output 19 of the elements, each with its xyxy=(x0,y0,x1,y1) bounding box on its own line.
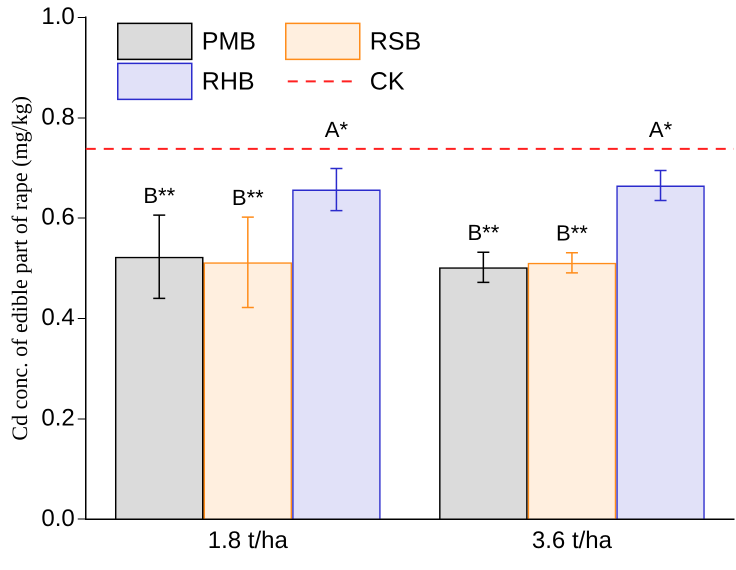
x-tick-label: 1.8 t/ha xyxy=(208,527,289,554)
y-tick-label: 0.4 xyxy=(41,304,75,332)
y-tick-label: 0.8 xyxy=(41,103,75,130)
y-tick-label: 0.6 xyxy=(41,204,75,231)
annotation: B** xyxy=(556,220,588,246)
y-axis-title: Cd conc. of edible part of rape (mg/kg) xyxy=(6,96,32,441)
annotation: B** xyxy=(467,220,500,246)
annotation: B** xyxy=(232,185,264,210)
annotation: B** xyxy=(143,183,176,208)
y-tick-label: 0.0 xyxy=(41,504,75,532)
legend-label: RHB xyxy=(202,67,255,96)
legend-label: RSB xyxy=(370,27,422,56)
legend-label: CK xyxy=(370,67,405,96)
y-tick-label: 1.0 xyxy=(41,3,75,30)
annotation: A* xyxy=(648,116,673,142)
legend-label: PMB xyxy=(202,27,256,56)
annotation: A* xyxy=(324,116,348,142)
y-tick-label: 0.2 xyxy=(41,404,75,432)
x-tick-label: 3.6 t/ha xyxy=(532,527,613,554)
